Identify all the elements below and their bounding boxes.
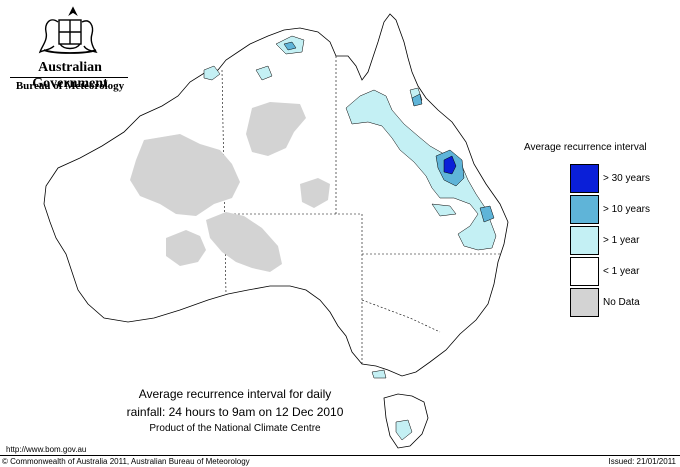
map-caption-line1: Average recurrence interval for daily	[138, 387, 332, 401]
legend-label: > 1 year	[603, 235, 640, 246]
legend-label: > 30 years	[603, 173, 650, 184]
legend-swatch	[570, 226, 599, 255]
org-name: Australian Government	[32, 60, 108, 91]
org-subname: Bureau of Meteorology	[15, 80, 125, 92]
legend-label: > 10 years	[603, 204, 650, 215]
footer-url: http://www.bom.gov.au	[6, 445, 87, 454]
legend-swatch	[570, 257, 599, 286]
legend-swatch	[570, 164, 599, 193]
footer-divider	[0, 455, 680, 456]
map-caption-line3: Product of the National Climate Centre	[149, 423, 321, 434]
legend-title: Average recurrence interval	[524, 142, 647, 153]
above-30-year-regions	[443, 155, 457, 175]
map-caption-line2: rainfall: 24 hours to 9am on 12 Dec 2010	[126, 405, 344, 419]
no-data-regions	[130, 102, 330, 272]
legend-swatch	[570, 195, 599, 224]
org-divider	[10, 77, 128, 78]
legend-label: No Data	[603, 297, 640, 308]
legend-label: < 1 year	[603, 266, 640, 277]
mainland-outline	[43, 13, 509, 377]
coat-of-arms-icon	[38, 6, 98, 54]
footer-issued-date: Issued: 21/01/2011	[608, 457, 676, 466]
legend-swatch	[570, 288, 599, 317]
footer-copyright: © Commonwealth of Australia 2011, Austra…	[2, 457, 250, 466]
